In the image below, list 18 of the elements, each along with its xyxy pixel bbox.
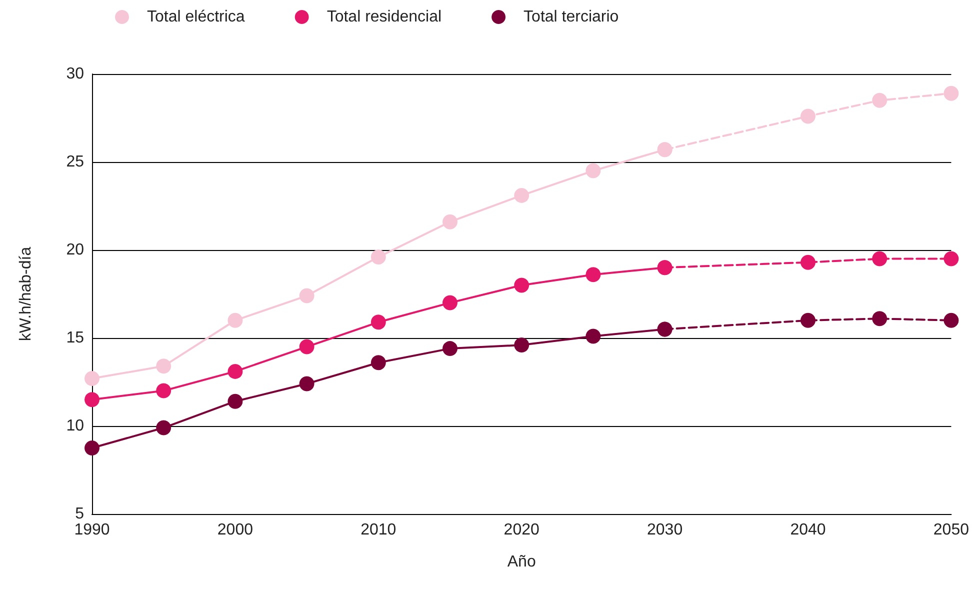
y-tick-label: 30 [66,66,84,82]
x-axis-title: Año [507,554,536,570]
legend-label: Total eléctrica [147,8,245,26]
y-tick-label: 5 [75,506,84,522]
legend-label: Total residencial [326,8,442,26]
y-tick-label: 10 [66,418,84,434]
x-tick-label: 2030 [647,522,683,538]
x-tick-label: 2020 [504,522,540,538]
x-tick-label: 2010 [360,522,396,538]
x-tick-label: 1990 [74,522,110,538]
x-tick-label: 2050 [933,522,970,538]
y-tick-label: 20 [66,242,84,258]
y-tick-label: 15 [66,330,84,346]
y-tick-label: 25 [66,154,84,170]
legend-label: Total terciario [524,8,619,26]
x-tick-label: 2040 [790,522,826,538]
y-axis-title: kW.h/hab-día [18,246,34,342]
x-tick-label: 2000 [217,522,254,538]
